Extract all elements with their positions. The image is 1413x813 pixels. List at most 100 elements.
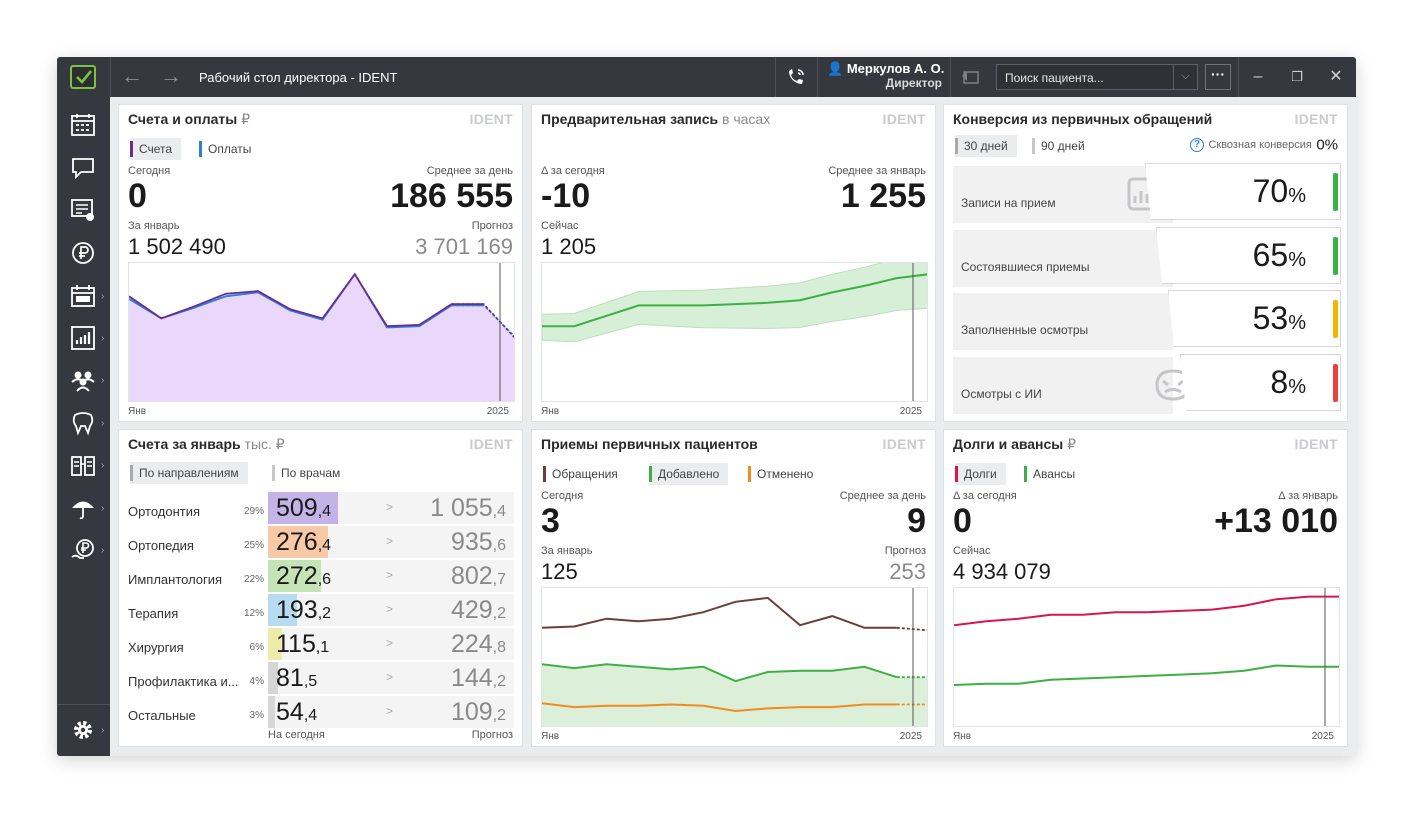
direction-row[interactable]: Ортопедия 25% 276,4 >935,6 (128, 526, 514, 558)
x-end-label: 2025 (1311, 731, 1334, 742)
app-window: ← → Рабочий стол директора - IDENT 👤 Мер… (57, 57, 1356, 756)
legend-invoices[interactable]: Счета (130, 138, 182, 160)
tab-30-days[interactable]: 30 дней (955, 135, 1017, 157)
booking-card: Предварительная запись в часах IDENT Δ з… (531, 104, 936, 422)
funnel-value-box: 70% (1145, 163, 1341, 220)
gear-icon[interactable] (70, 717, 96, 743)
history-icon[interactable] (961, 68, 981, 86)
back-arrow-icon[interactable]: ← (121, 63, 143, 88)
forecast-value: 224,8 (450, 630, 506, 658)
share-bar (268, 560, 321, 592)
chevron-right-icon: > (386, 670, 394, 684)
chevron-right-icon: › (101, 503, 105, 514)
funnel-label: Состоявшиеся приемы (961, 260, 1090, 274)
chevron-right-icon: › (101, 375, 105, 386)
direction-row[interactable]: Остальные 3% 54,4 >109,2 (128, 696, 514, 728)
payment-icon[interactable] (70, 537, 96, 563)
list-check-icon[interactable] (70, 197, 96, 223)
avg-value: 1 255 (840, 177, 926, 215)
tab-by-doctor[interactable]: По врачам (272, 462, 349, 484)
now-value: 4 934 079 (953, 559, 1051, 584)
delta-label: Δ за сегодня (541, 165, 605, 177)
search-placeholder: Поиск пациента... (1005, 71, 1104, 85)
funnel-value: 8% (1270, 364, 1306, 400)
share-bar (268, 492, 338, 524)
direction-row[interactable]: Терапия 12% 193,2 >429,2 (128, 594, 514, 626)
series-line (954, 595, 1339, 627)
sidebar: › › › › › › › › (57, 97, 110, 756)
forecast-value: 429,2 (450, 596, 506, 624)
legend-requests[interactable]: Обращения (543, 463, 627, 485)
direction-row[interactable]: Профилактика и... 4% 81,5 >144,2 (128, 662, 514, 694)
avg-value: 186 555 (390, 177, 513, 215)
x-start-label: Янв (541, 731, 560, 742)
funnel-row: Состоявшиеся приемы (953, 230, 1173, 287)
close-icon[interactable]: ✕ (1329, 68, 1343, 85)
card-title: Счета и оплаты ₽ (128, 111, 250, 127)
direction-row[interactable]: Ортодонтия 29% 509,4 >1 055,4 (128, 492, 514, 524)
chat-icon[interactable] (70, 155, 96, 181)
x-end-label: 2025 (899, 406, 922, 417)
help-icon[interactable]: ? (1190, 137, 1204, 152)
more-button[interactable]: ··· (1205, 64, 1231, 90)
report-icon[interactable] (70, 325, 96, 351)
today-value: 509,4 (276, 494, 332, 522)
brand-label: IDENT (1294, 111, 1338, 127)
tab-90-days[interactable]: 90 дней (1032, 135, 1094, 157)
now-label: Сейчас (541, 220, 579, 232)
series-area (129, 274, 514, 401)
delta-label: Δ за сегодня (953, 490, 1017, 502)
chevron-right-icon: › (101, 333, 105, 344)
documents-icon[interactable] (70, 452, 96, 478)
share-bar (268, 696, 275, 728)
series-line (129, 272, 484, 328)
legend-debts[interactable]: Долги (955, 463, 1006, 485)
phone-icon[interactable] (785, 67, 807, 87)
legend-cancelled[interactable]: Отменено (748, 463, 822, 485)
through-label: Сквозная конверсия (1208, 138, 1312, 151)
card-title: Долги и авансы ₽ (953, 436, 1077, 452)
direction-name: Ортодонтия (128, 504, 201, 519)
row-background (268, 696, 514, 728)
minimize-icon[interactable]: – (1253, 68, 1263, 85)
direction-row[interactable]: Имплантология 22% 272,6 >802,7 (128, 560, 514, 592)
legend-added[interactable]: Добавлено (649, 463, 729, 485)
funnel-row: Заполненные осмотры (953, 293, 1173, 350)
today-value: 193,2 (276, 596, 332, 624)
user-info[interactable]: 👤 Меркулов А. О. Директор (827, 62, 944, 91)
chevron-right-icon: > (386, 704, 394, 718)
delta-value: 0 (953, 502, 972, 540)
funnel-value: 65% (1252, 237, 1306, 273)
forecast-value: 3 701 169 (415, 234, 513, 259)
invoices-chart (128, 262, 515, 402)
legend-advances[interactable]: Авансы (1024, 463, 1084, 485)
direction-name: Ортопедия (128, 538, 194, 553)
series-line (542, 702, 897, 713)
schedule-icon[interactable] (70, 283, 96, 309)
series-line (129, 272, 484, 329)
card-title: Конверсия из первичных обращений (953, 111, 1213, 127)
forecast-label: Прогноз (884, 545, 926, 557)
tooth-icon[interactable] (70, 410, 96, 436)
chevron-right-icon: › (101, 418, 105, 429)
patient-search-input[interactable]: Поиск пациента... ⌵ (996, 64, 1198, 90)
invoices-card: Счета и оплаты ₽ IDENT Счета Оплаты Сего… (118, 104, 523, 422)
ident-logo-icon[interactable] (70, 65, 96, 89)
forecast-value: 109,2 (450, 698, 506, 726)
forward-arrow-icon[interactable]: → (160, 63, 182, 88)
users-icon[interactable] (70, 367, 96, 393)
legend-payments[interactable]: Оплаты (199, 138, 260, 160)
card-title: Счета за январь тыс. ₽ (128, 436, 285, 452)
tab-by-direction[interactable]: По направлениям (130, 462, 248, 484)
month-label: Δ за январь (1278, 490, 1338, 502)
month-value: 125 (541, 559, 578, 584)
restore-icon[interactable]: ❐ (1291, 69, 1303, 84)
calendar-icon[interactable] (70, 112, 96, 138)
x-start-label: Янв (541, 406, 560, 417)
ruble-icon[interactable] (70, 240, 96, 266)
direction-percent: 4% (249, 676, 264, 687)
umbrella-icon[interactable] (70, 495, 96, 521)
forecast-value: 253 (889, 559, 926, 584)
chevron-down-icon[interactable]: ⌵ (1173, 65, 1197, 89)
direction-row[interactable]: Хирургия 6% 115,1 >224,8 (128, 628, 514, 660)
